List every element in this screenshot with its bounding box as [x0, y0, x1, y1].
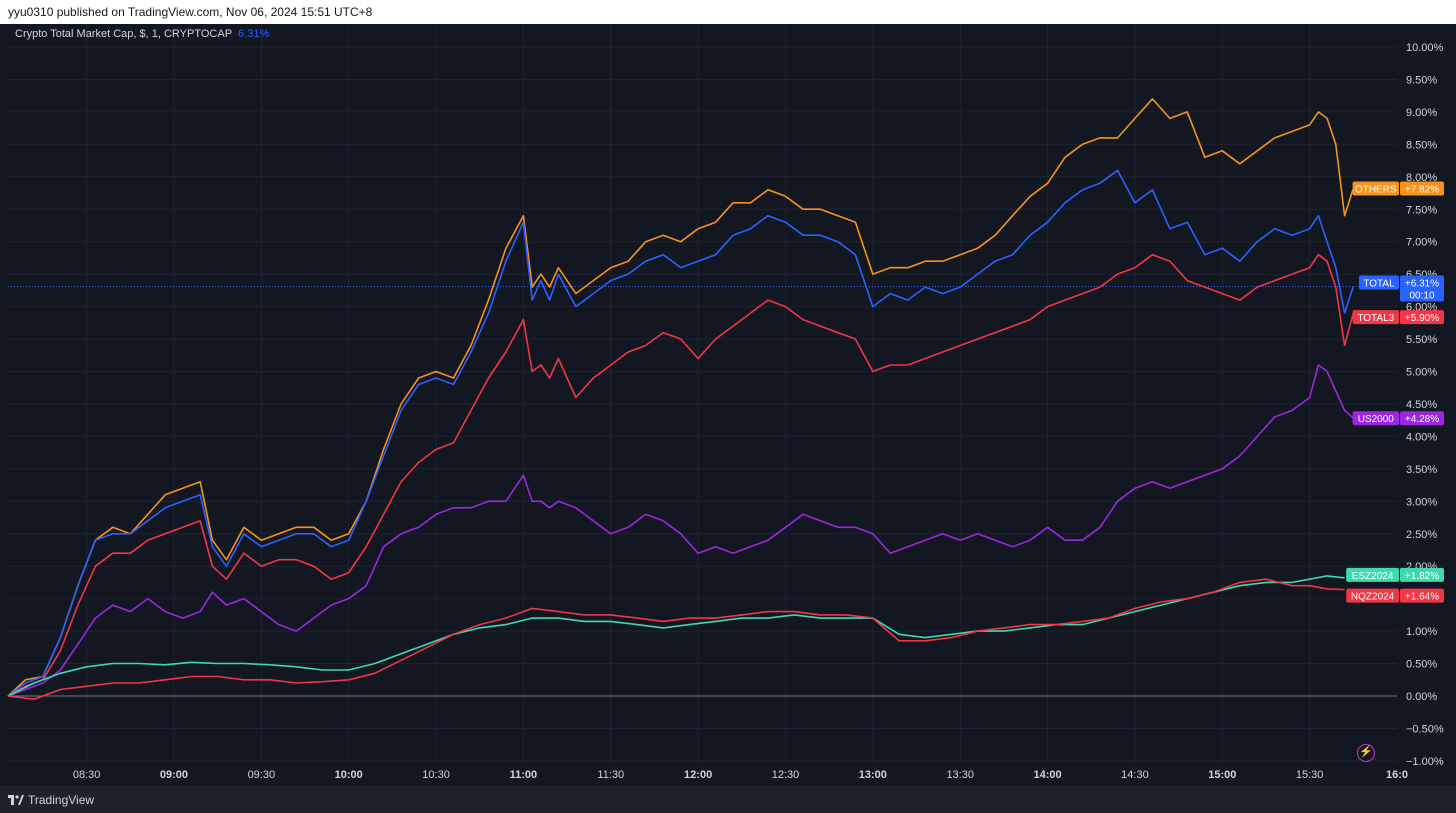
- y-tick-label: 8.00%: [1406, 172, 1437, 184]
- y-tick-label: 3.00%: [1406, 496, 1437, 508]
- y-tick-label: 7.00%: [1406, 237, 1437, 249]
- y-tick-label: 9.00%: [1406, 107, 1437, 119]
- x-tick-label: 08:30: [73, 769, 101, 781]
- series-line-us2000: [7, 364, 1354, 697]
- y-tick-label: 4.00%: [1406, 431, 1437, 443]
- x-tick-label: 12:30: [772, 769, 800, 781]
- footer: TradingView: [0, 786, 1456, 813]
- series-name-badge: [1352, 411, 1399, 426]
- series-name-label: TOTAL3: [1357, 313, 1394, 324]
- series-value-badge: [1400, 275, 1444, 302]
- series-name-label: OTHERS: [1355, 184, 1397, 195]
- series-value-badge: [1400, 181, 1444, 196]
- publish-header: yyu0310 published on TradingView.com, No…: [0, 0, 1456, 24]
- series-name-label: NQZ2024: [1351, 592, 1395, 603]
- x-tick-label: 10:30: [422, 769, 450, 781]
- x-tick-label: 09:00: [160, 769, 188, 781]
- legend-value: 6.31%: [238, 28, 270, 40]
- series-name-badge: [1359, 275, 1399, 290]
- x-tick-label: 15:00: [1208, 769, 1236, 781]
- x-tick-label: 13:00: [859, 769, 887, 781]
- series-line-others: [7, 98, 1355, 697]
- y-tick-label: 7.50%: [1406, 204, 1437, 216]
- series-line-nqz2024: [7, 578, 1345, 701]
- series-value-badge: [1400, 310, 1444, 325]
- countdown-label: 00:10: [1409, 290, 1434, 301]
- series-value-badge: [1400, 411, 1444, 426]
- x-tick-label: 09:30: [248, 769, 276, 781]
- y-tick-label: 1.00%: [1406, 626, 1437, 638]
- y-tick-label: 8.50%: [1406, 139, 1437, 151]
- y-tick-label: 2.50%: [1406, 529, 1437, 541]
- x-tick-label: 14:00: [1033, 769, 1061, 781]
- x-tick-label: 11:30: [597, 769, 624, 781]
- chart-svg[interactable]: 10.00%9.50%9.00%8.50%8.00%7.50%7.00%6.50…: [0, 24, 1456, 786]
- series-value-label: +5.90%: [1405, 313, 1439, 324]
- tradingview-logo-icon: [8, 794, 24, 805]
- series-name-label: TOTAL: [1363, 278, 1395, 289]
- y-tick-label: 9.50%: [1406, 74, 1437, 86]
- series-value-label: +1.82%: [1405, 571, 1439, 582]
- symbol-legend[interactable]: Crypto Total Market Cap, $, 1, CRYPTOCAP…: [15, 28, 269, 40]
- series-line-esz2024: [7, 575, 1345, 697]
- chart-area[interactable]: [0, 24, 1456, 786]
- y-tick-label: 0.00%: [1406, 691, 1437, 703]
- x-tick-label: 13:30: [946, 769, 974, 781]
- y-tick-label: −0.50%: [1406, 723, 1444, 735]
- series-name-badge: [1352, 181, 1399, 196]
- symbol-description: Crypto Total Market Cap, $, 1, CRYPTOCAP: [15, 28, 233, 40]
- y-tick-label: 3.50%: [1406, 464, 1437, 476]
- footer-brand: TradingView: [28, 792, 95, 807]
- series-value-label: +1.64%: [1405, 592, 1439, 603]
- series-name-label: ESZ2024: [1352, 571, 1394, 582]
- x-tick-label: 10:00: [335, 769, 363, 781]
- y-tick-label: 5.00%: [1406, 367, 1437, 379]
- y-tick-label: −1.00%: [1406, 756, 1444, 768]
- series-value-badge: [1400, 588, 1444, 603]
- y-tick-label: 4.50%: [1406, 399, 1437, 411]
- publish-text: yyu0310 published on TradingView.com, No…: [8, 5, 373, 19]
- x-tick-label: 11:00: [510, 769, 538, 781]
- lightning-icon[interactable]: ⚡: [1357, 744, 1375, 762]
- x-tick-label: 12:00: [684, 769, 712, 781]
- y-tick-label: 10.00%: [1406, 42, 1444, 54]
- y-tick-label: 0.50%: [1406, 659, 1437, 671]
- series-value-badge: [1400, 567, 1444, 582]
- series-value-label: +4.28%: [1405, 414, 1439, 425]
- series-name-badge: [1352, 310, 1399, 325]
- series-value-label: +7.82%: [1405, 184, 1439, 195]
- x-tick-label: 14:30: [1121, 769, 1149, 781]
- series-name-label: US2000: [1358, 414, 1395, 425]
- series-name-badge: [1346, 588, 1399, 603]
- x-tick-label: 16:0: [1386, 769, 1408, 781]
- y-tick-label: 5.50%: [1406, 334, 1437, 346]
- series-value-label: +6.31%: [1405, 278, 1439, 289]
- series-line-total3: [7, 253, 1355, 697]
- series-name-badge: [1346, 567, 1399, 582]
- x-tick-label: 15:30: [1296, 769, 1324, 781]
- series-line-total: [7, 169, 1355, 697]
